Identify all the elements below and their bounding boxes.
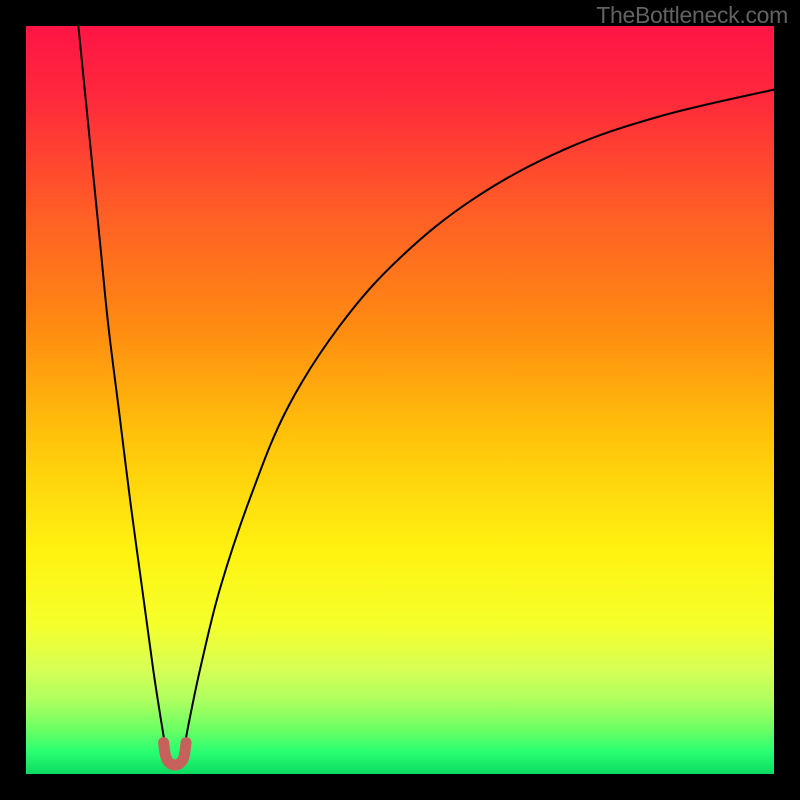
plot-area	[26, 26, 774, 774]
watermark-label: TheBottleneck.com	[596, 2, 788, 29]
gradient-background	[26, 26, 774, 774]
chart-outer-frame: TheBottleneck.com	[0, 0, 800, 800]
plot-svg	[26, 26, 774, 774]
